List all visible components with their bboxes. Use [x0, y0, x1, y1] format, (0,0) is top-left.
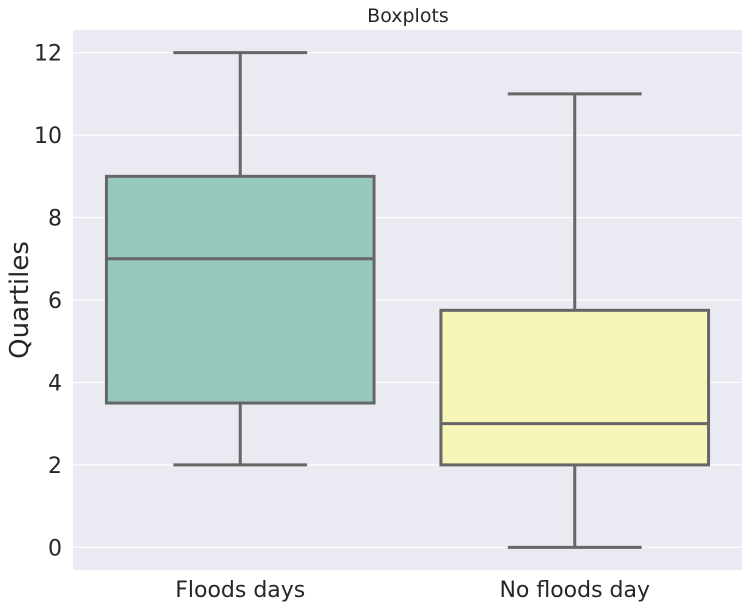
y-tick-label: 8 [48, 207, 62, 232]
boxes [104, 51, 711, 549]
box-group [439, 92, 711, 549]
y-tick-label: 2 [48, 454, 62, 479]
iqr-box [104, 174, 376, 405]
y-axis-label: Quartiles [5, 241, 35, 359]
iqr-box [439, 308, 711, 467]
y-tick-labels: 0 2 4 6 8 10 12 [34, 42, 62, 562]
y-tick-label: 0 [48, 536, 62, 561]
box-group [104, 51, 376, 467]
y-tick-label: 4 [48, 371, 62, 396]
x-tick-label: No floods day [499, 578, 650, 603]
y-tick-label: 6 [48, 289, 62, 314]
chart-title: Boxplots [367, 5, 449, 27]
x-tick-labels: Floods days No floods day [175, 578, 650, 603]
y-tick-label: 12 [34, 42, 62, 67]
x-tick-label: Floods days [175, 578, 305, 603]
y-tick-label: 10 [34, 124, 62, 149]
